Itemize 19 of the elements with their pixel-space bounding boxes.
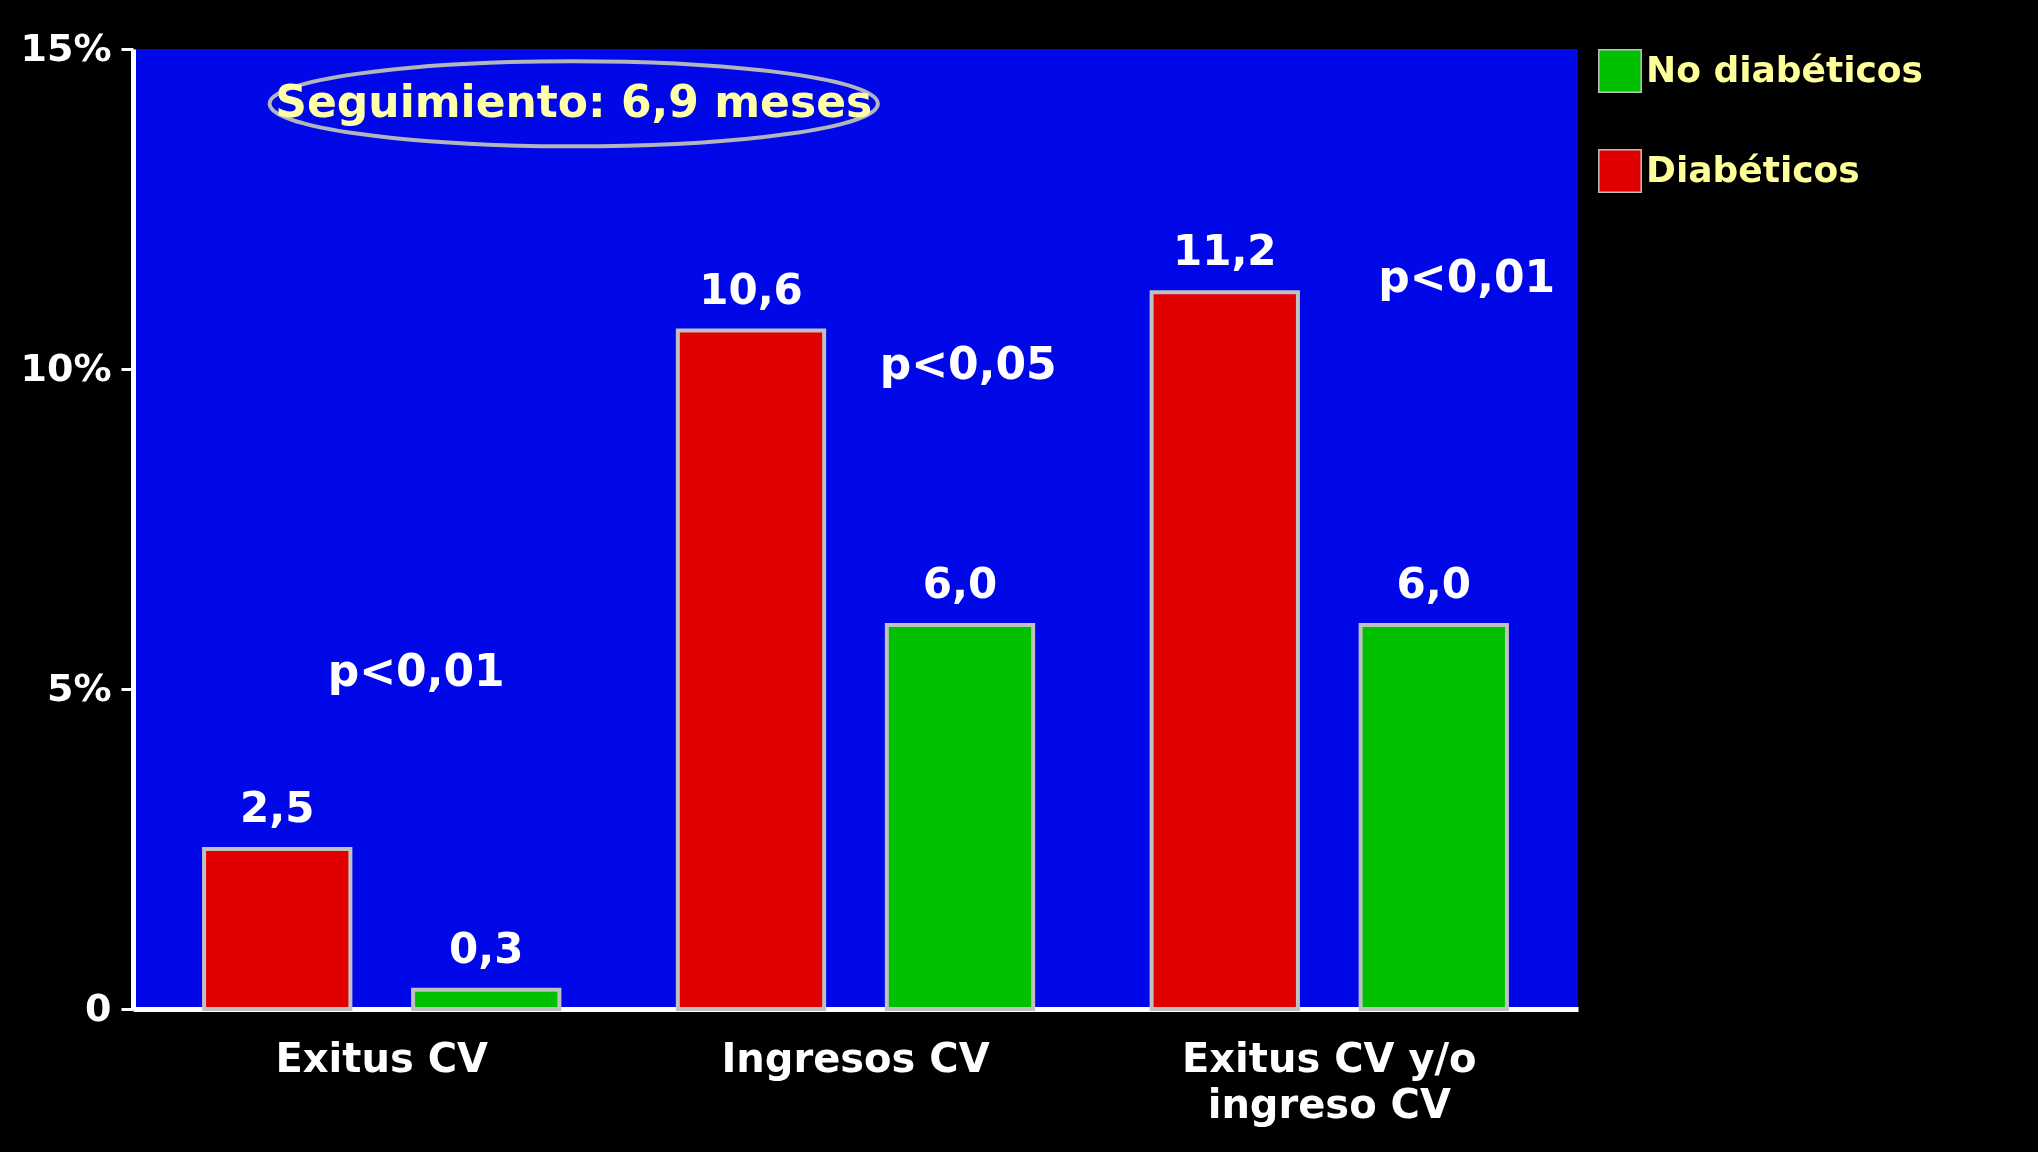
data-label: 11,2 [1172,226,1277,276]
y-tick-label: 5% [46,665,112,710]
y-tick-label: 0 [85,985,112,1030]
data-label: 0,3 [449,923,524,973]
y-tick-label: 10% [20,345,112,390]
y-tick-label: 15% [20,25,112,70]
annotation: p<0,05 [879,337,1057,389]
data-label: 6,0 [1396,559,1471,608]
x-tick-label: Exitus CV [275,1034,489,1081]
annotation: p<0,01 [1378,251,1556,303]
annotation: Seguimiento: 6,9 meses [275,75,873,127]
legend-label: No diabéticos [1646,49,1924,90]
data-label: 2,5 [240,783,315,832]
legend-label: Diabéticos [1646,149,1860,190]
x-tick-label: Exitus CV y/o ingreso CV [1181,1034,1477,1127]
x-tick-label: Ingresos CV [721,1034,990,1081]
data-label: 10,6 [699,264,803,314]
annotation: p<0,01 [327,645,505,696]
data-label: 6,0 [922,559,998,608]
